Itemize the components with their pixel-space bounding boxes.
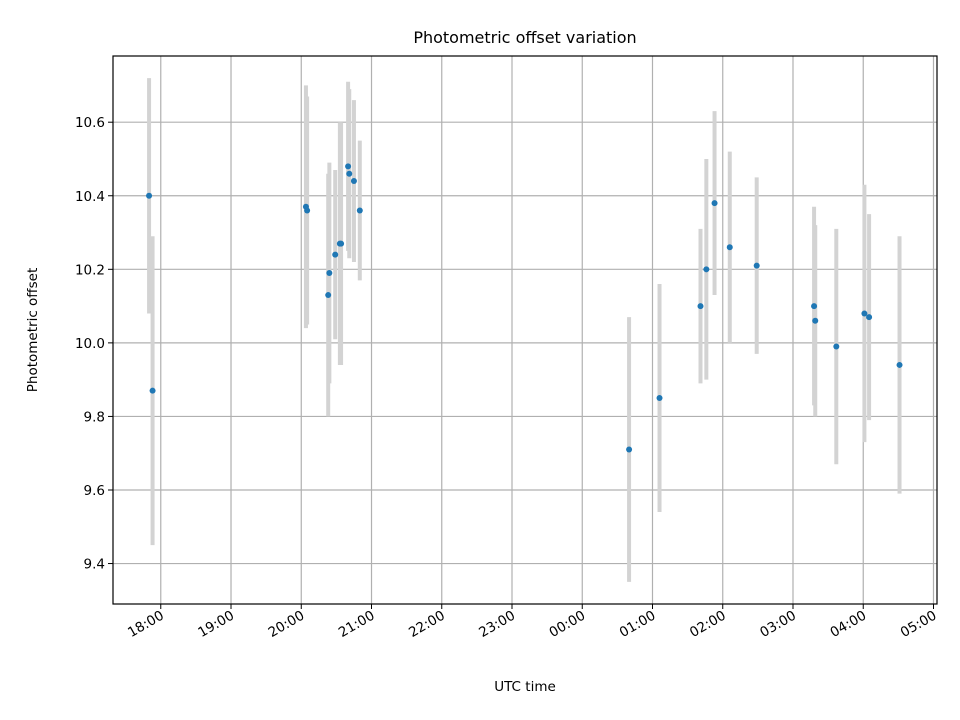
data-point (812, 317, 819, 324)
data-point (753, 262, 760, 269)
data-point (350, 178, 357, 185)
data-point (346, 170, 353, 177)
y-axis-ticks: 9.4 9.6 9.8 10.0 10.2 10.4 10.6 (75, 115, 113, 573)
y-tick-label: 10.4 (75, 189, 105, 205)
data-point (726, 244, 733, 251)
data-point (338, 240, 345, 247)
y-tick-label: 10.0 (75, 336, 105, 352)
data-point (304, 207, 311, 214)
data-point (345, 163, 352, 170)
data-point (626, 446, 633, 453)
chart-title: Photometric offset variation (413, 28, 636, 47)
y-tick-label: 9.8 (84, 409, 105, 425)
y-tick-label: 10.2 (75, 262, 105, 278)
data-points (146, 163, 903, 453)
data-point (356, 207, 363, 214)
plot-frame (112, 55, 938, 605)
y-axis-label: Photometric offset (25, 268, 41, 392)
y-tick-label: 9.6 (84, 483, 105, 499)
data-point (811, 303, 818, 310)
y-tick-label: 10.6 (75, 115, 105, 131)
data-point (896, 361, 903, 368)
data-point (332, 251, 339, 258)
data-point (656, 395, 663, 402)
data-point (833, 343, 840, 350)
x-axis-label: UTC time (494, 679, 556, 695)
data-point (866, 314, 873, 321)
data-point (861, 310, 868, 317)
y-tick-label: 9.4 (84, 557, 105, 573)
data-point (325, 292, 332, 299)
data-point (703, 266, 710, 273)
data-point (697, 303, 704, 310)
data-point (146, 192, 153, 199)
data-point (711, 200, 718, 207)
data-point (149, 387, 156, 394)
data-point (326, 269, 333, 276)
